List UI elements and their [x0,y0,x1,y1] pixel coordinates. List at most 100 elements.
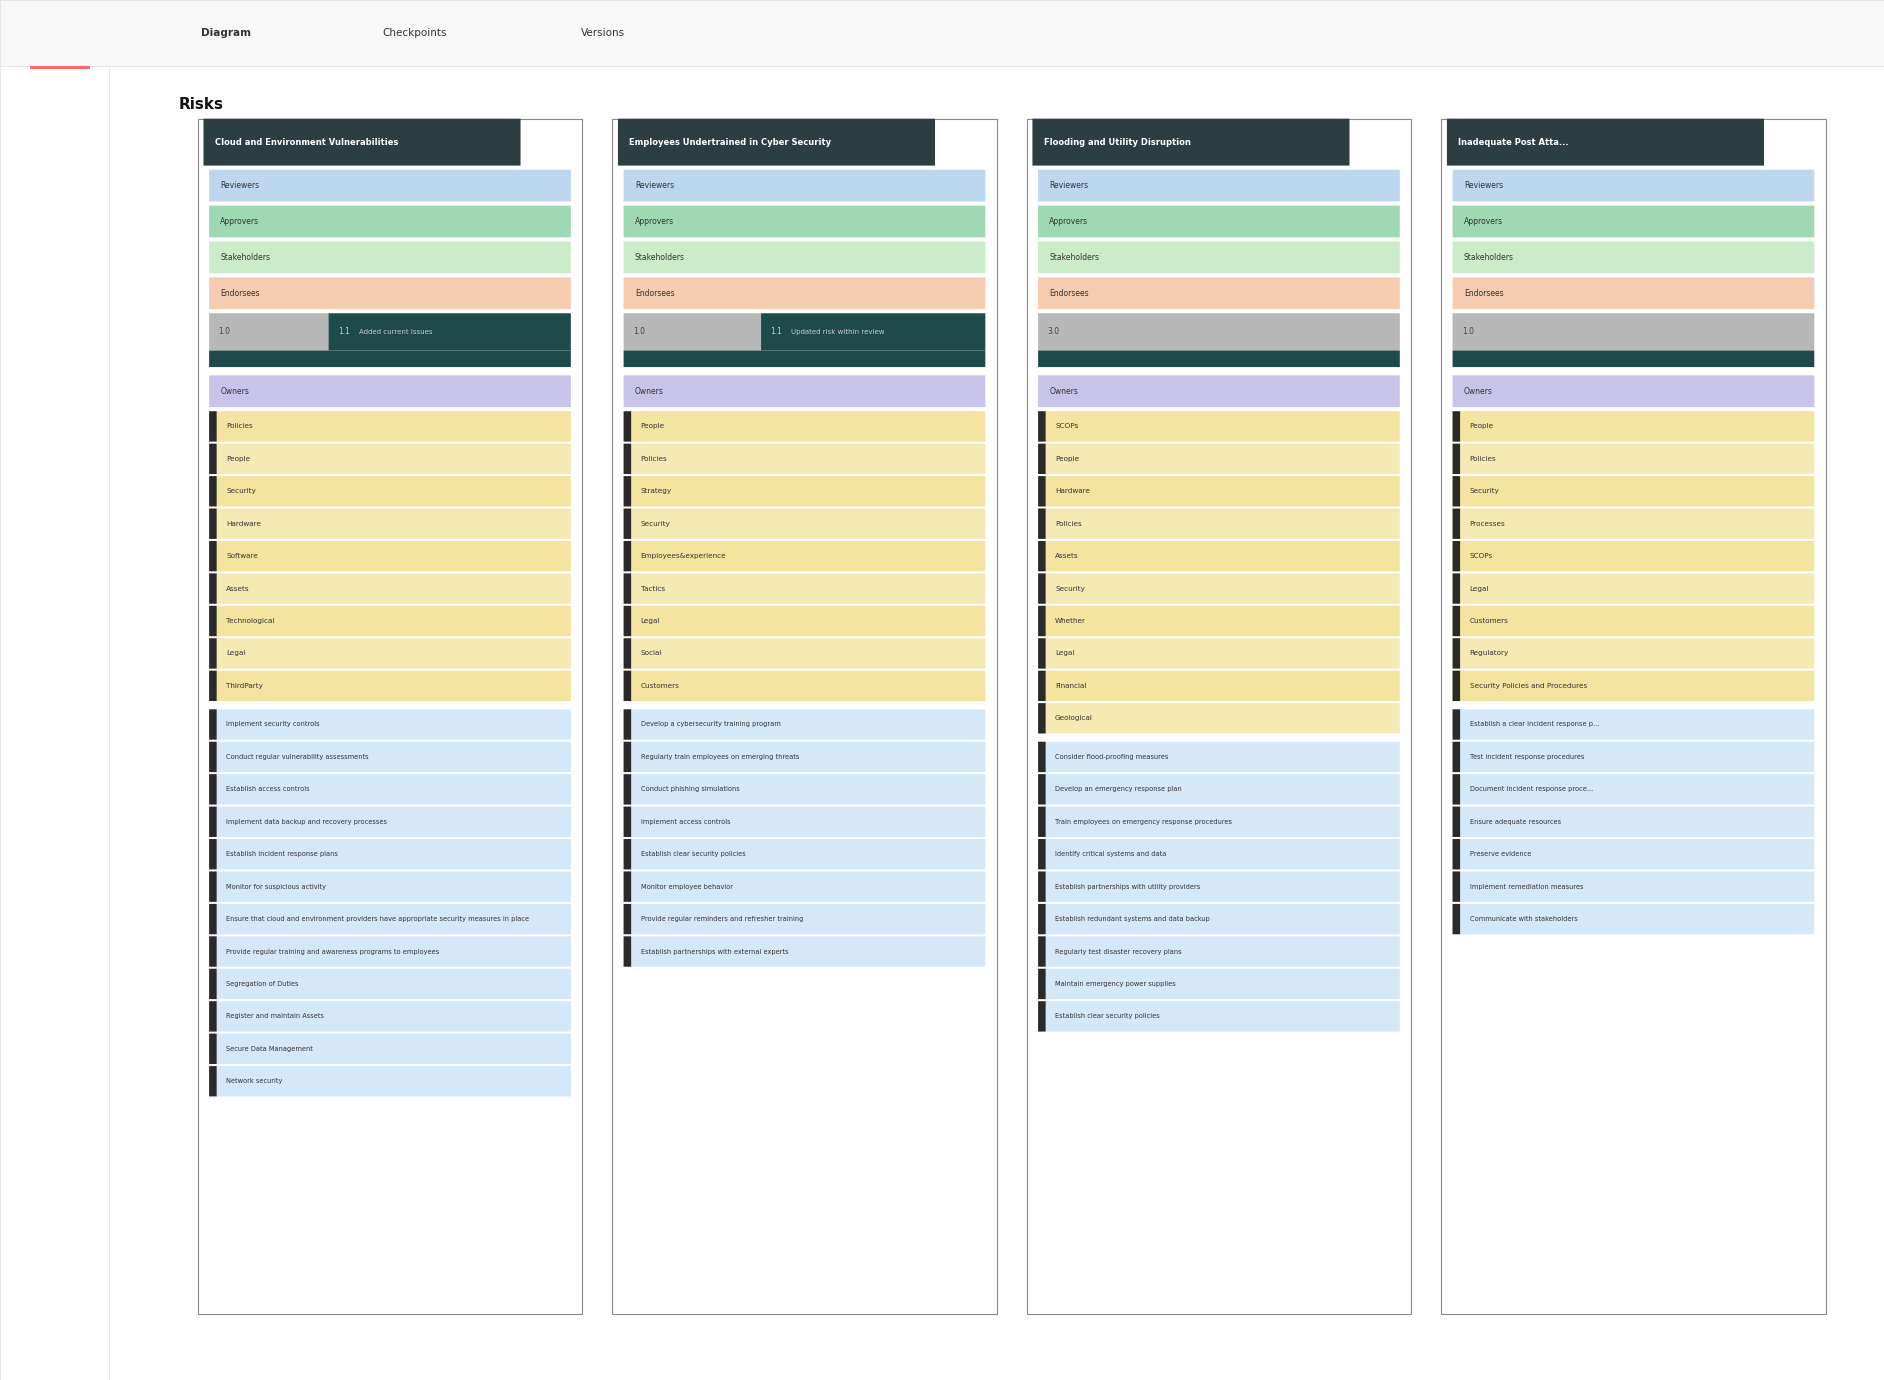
Text: Owners: Owners [220,386,249,396]
FancyBboxPatch shape [209,806,217,836]
Text: Risks: Risks [179,97,224,112]
FancyBboxPatch shape [1453,774,1814,805]
FancyBboxPatch shape [209,638,217,668]
Text: Security Policies and Procedures: Security Policies and Procedures [1470,683,1586,689]
FancyBboxPatch shape [209,638,571,668]
FancyBboxPatch shape [1038,606,1046,636]
Text: Regularly test disaster recovery plans: Regularly test disaster recovery plans [1055,948,1181,955]
FancyBboxPatch shape [1453,638,1814,668]
FancyBboxPatch shape [1038,541,1046,571]
FancyBboxPatch shape [624,411,631,442]
FancyBboxPatch shape [209,170,571,201]
FancyBboxPatch shape [1453,638,1460,668]
FancyBboxPatch shape [1038,509,1046,540]
FancyBboxPatch shape [1453,709,1814,740]
FancyBboxPatch shape [1038,904,1046,934]
FancyBboxPatch shape [1453,476,1814,506]
FancyBboxPatch shape [624,774,631,805]
FancyBboxPatch shape [209,606,217,636]
Text: Legal: Legal [226,650,245,657]
Text: Hardware: Hardware [226,520,262,527]
FancyBboxPatch shape [624,574,631,604]
Text: Owners: Owners [1464,386,1492,396]
Text: 1.0: 1.0 [219,327,230,337]
Text: Flooding and Utility Disruption: Flooding and Utility Disruption [1044,138,1191,146]
FancyBboxPatch shape [1038,206,1400,237]
Text: Security: Security [1470,489,1500,494]
FancyBboxPatch shape [1453,277,1814,309]
FancyBboxPatch shape [1038,937,1400,967]
FancyBboxPatch shape [1453,671,1814,701]
Text: Updated risk within review: Updated risk within review [791,328,885,335]
FancyBboxPatch shape [209,937,217,967]
Text: SCOPs: SCOPs [1055,424,1078,429]
Bar [612,119,997,1314]
FancyBboxPatch shape [209,606,571,636]
FancyBboxPatch shape [624,741,985,771]
Text: 1.1: 1.1 [771,327,782,337]
Text: 1.1: 1.1 [337,327,350,337]
FancyBboxPatch shape [624,904,985,934]
Text: Reviewers: Reviewers [635,181,674,190]
FancyBboxPatch shape [209,671,217,701]
FancyBboxPatch shape [209,1002,217,1032]
FancyBboxPatch shape [209,774,217,805]
FancyBboxPatch shape [209,709,217,740]
FancyBboxPatch shape [209,351,571,367]
Text: Provide regular reminders and refresher training: Provide regular reminders and refresher … [641,916,803,922]
FancyBboxPatch shape [1453,541,1814,571]
Text: Communicate with stakeholders: Communicate with stakeholders [1470,916,1577,922]
FancyBboxPatch shape [1453,206,1814,237]
FancyBboxPatch shape [1038,872,1400,903]
FancyBboxPatch shape [1453,574,1814,604]
FancyBboxPatch shape [1453,774,1460,805]
FancyBboxPatch shape [624,476,631,506]
Text: Whether: Whether [1055,618,1085,624]
FancyBboxPatch shape [1038,702,1400,733]
Text: Employees Undertrained in Cyber Security: Employees Undertrained in Cyber Security [629,138,831,146]
Text: Implement security controls: Implement security controls [226,722,320,727]
FancyBboxPatch shape [1453,606,1814,636]
FancyBboxPatch shape [624,574,985,604]
FancyBboxPatch shape [1453,411,1814,442]
FancyBboxPatch shape [1453,313,1814,351]
FancyBboxPatch shape [1038,170,1400,201]
FancyBboxPatch shape [624,839,631,869]
Text: Software: Software [226,553,258,559]
Text: Reviewers: Reviewers [1049,181,1089,190]
FancyBboxPatch shape [209,541,217,571]
Text: Stakeholders: Stakeholders [635,253,686,262]
Text: Checkpoints: Checkpoints [382,28,447,39]
Text: 1.0: 1.0 [633,327,644,337]
Text: Stakeholders: Stakeholders [1464,253,1515,262]
FancyBboxPatch shape [1038,702,1046,733]
FancyBboxPatch shape [624,375,985,407]
FancyBboxPatch shape [209,741,217,771]
FancyBboxPatch shape [1453,574,1460,604]
FancyBboxPatch shape [209,509,571,540]
Bar [1441,119,1826,1314]
FancyBboxPatch shape [1038,839,1046,869]
Text: Stakeholders: Stakeholders [220,253,271,262]
FancyBboxPatch shape [209,444,217,475]
FancyBboxPatch shape [1453,606,1460,636]
Text: Technological: Technological [226,618,275,624]
Text: Train employees on emergency response procedures: Train employees on emergency response pr… [1055,818,1232,825]
Text: Secure Data Management: Secure Data Management [226,1046,313,1052]
FancyBboxPatch shape [1453,509,1460,540]
FancyBboxPatch shape [1038,969,1400,999]
FancyBboxPatch shape [1453,709,1460,740]
Text: Endorsees: Endorsees [220,288,260,298]
FancyBboxPatch shape [209,904,217,934]
FancyBboxPatch shape [1038,969,1046,999]
FancyBboxPatch shape [1038,241,1400,273]
FancyBboxPatch shape [209,741,571,771]
FancyBboxPatch shape [1453,541,1460,571]
FancyBboxPatch shape [1038,444,1046,475]
FancyBboxPatch shape [209,671,571,701]
FancyBboxPatch shape [1038,574,1046,604]
FancyBboxPatch shape [1038,411,1046,442]
FancyBboxPatch shape [1038,476,1046,506]
FancyBboxPatch shape [624,806,631,836]
FancyBboxPatch shape [1453,741,1814,771]
